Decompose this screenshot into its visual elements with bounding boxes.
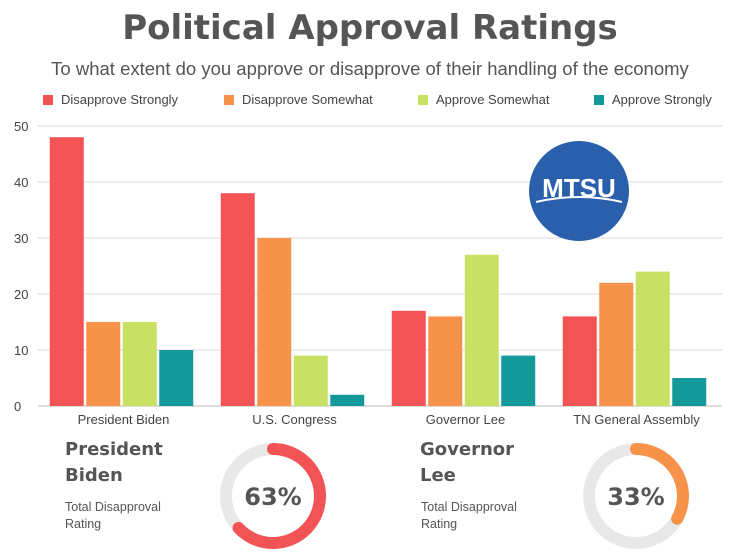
summary-caption-lee: Total Disapproval Rating	[421, 500, 517, 531]
donut-value-label: 63%	[244, 483, 301, 511]
summary-title-biden: President Biden	[65, 439, 163, 486]
legend-swatch	[594, 94, 604, 105]
bar-approve-strongly-2	[501, 355, 536, 406]
legend-item-disapprove-strongly: Disapprove Strongly	[43, 92, 178, 107]
logo-text: MTSU	[542, 173, 616, 203]
legend-swatch	[43, 94, 53, 105]
legend-label: Disapprove Somewhat	[242, 92, 373, 107]
bar-disapprove-somewhat-2	[428, 316, 463, 406]
bar-approve-strongly-0	[159, 350, 194, 406]
logo-swoosh	[535, 196, 623, 203]
bar-disapprove-somewhat-0	[86, 322, 121, 406]
legend-item-approve-somewhat: Approve Somewhat	[418, 92, 549, 107]
y-tick-label: 30	[14, 231, 28, 246]
bar-approve-strongly-3	[672, 378, 707, 406]
legend-item-disapprove-somewhat: Disapprove Somewhat	[224, 92, 373, 107]
donut-lee: 33%	[583, 443, 689, 549]
bar-disapprove-strongly-2	[391, 310, 426, 406]
bar-disapprove-somewhat-1	[257, 238, 292, 406]
bar-chart: 0 10 20 30 40 50 President Biden U.S. Congress G…	[14, 119, 722, 427]
mtsu-logo: MTSU	[529, 141, 629, 241]
bar-approve-strongly-1	[330, 394, 365, 406]
y-tick-label: 10	[14, 343, 28, 358]
summary-caption-biden: Total Disapproval Rating	[65, 500, 161, 531]
legend: Disapprove Strongly Disapprove Somewhat …	[0, 92, 740, 112]
summary-title-lee: Governor Lee	[420, 439, 515, 486]
x-tick-label: TN General Assembly	[573, 412, 700, 427]
x-tick-label: Governor Lee	[426, 412, 506, 427]
y-tick-label: 50	[14, 119, 28, 134]
y-tick-label: 20	[14, 287, 28, 302]
chart-title: Political Approval Ratings	[122, 8, 618, 48]
bar-approve-somewhat-2	[464, 254, 499, 406]
bar-approve-somewhat-1	[293, 355, 328, 406]
legend-label: Approve Strongly	[612, 92, 712, 107]
chart-subtitle: To what extent do you approve or disappr…	[51, 58, 689, 79]
x-tick-label: U.S. Congress	[252, 412, 337, 427]
donut-arc	[583, 443, 689, 549]
bar-disapprove-somewhat-3	[599, 282, 634, 406]
legend-item-approve-strongly: Approve Strongly	[594, 92, 712, 107]
bar-approve-somewhat-3	[635, 271, 670, 406]
donut-arc	[220, 443, 326, 549]
legend-label: Disapprove Strongly	[61, 92, 179, 107]
y-tick-label: 0	[14, 399, 21, 414]
donut-biden: 63%	[220, 443, 326, 549]
logo-circle	[529, 141, 629, 241]
bar-disapprove-strongly-1	[220, 193, 255, 406]
legend-swatch	[418, 94, 428, 105]
bar-disapprove-strongly-3	[562, 316, 597, 406]
legend-label: Approve Somewhat	[436, 92, 550, 107]
x-tick-label: President Biden	[78, 412, 170, 427]
donut-value-label: 33%	[607, 483, 664, 511]
y-tick-label: 40	[14, 175, 28, 190]
bar-disapprove-strongly-0	[49, 137, 84, 406]
legend-swatch	[224, 94, 234, 105]
bar-approve-somewhat-0	[122, 322, 157, 406]
